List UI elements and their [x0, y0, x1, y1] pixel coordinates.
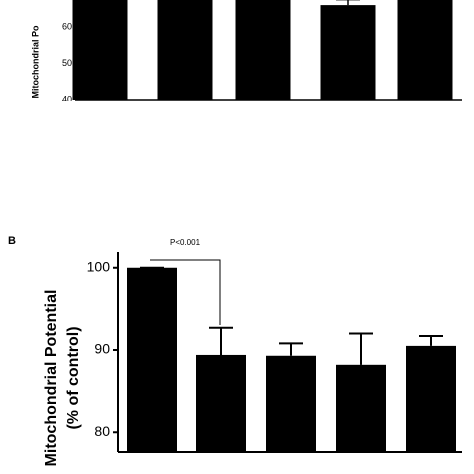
- bar: [157, 0, 213, 101]
- bar: [72, 0, 128, 101]
- error-bar: [349, 332, 373, 365]
- error-bar: [209, 326, 233, 355]
- x-tick-label: NMDA: [162, 112, 188, 138]
- error-bar: [419, 335, 443, 346]
- error-bar: [336, 0, 360, 6]
- annotation: P<0.001: [170, 238, 201, 247]
- panel-label: B: [8, 235, 16, 247]
- y-tick-label: 80: [94, 423, 110, 439]
- bar: [235, 0, 291, 101]
- bar: [266, 355, 316, 452]
- y-tick-label: 90: [94, 341, 110, 357]
- bar: [336, 364, 386, 452]
- significance-bracket: [150, 259, 221, 325]
- x-tick-label: ctrl: [88, 112, 104, 128]
- bar: [196, 354, 246, 452]
- bar: [406, 345, 456, 452]
- y-tick-label: 100: [87, 258, 111, 274]
- chart-a: 40 50 60 ctrl NMDA NMDA + C-term mAB NMDA + ta…: [30, 0, 462, 194]
- error-bar: [279, 342, 303, 356]
- y-tick-label: 40: [62, 94, 72, 104]
- x-tick-label: NMDA + C-term mAB + tat: [346, 112, 428, 194]
- y-tick-label: 60: [62, 21, 72, 31]
- x-tick-label: NMDA + C-term mAB: [198, 112, 266, 180]
- y-tick-label: 50: [62, 58, 72, 68]
- chart-b: 80 90 100 B Mitochondrial Potential (% of con…: [8, 235, 462, 467]
- y-axis-label: Mitochondrial Potential: [43, 290, 60, 467]
- x-tick-label: NMDA + tat: [311, 112, 351, 152]
- bar: [397, 0, 453, 101]
- bar: [320, 5, 376, 100]
- y-axis-label-2: (% of control): [65, 326, 82, 429]
- bar: [127, 267, 177, 452]
- y-axis-label: Mitochondrial Po: [30, 25, 40, 99]
